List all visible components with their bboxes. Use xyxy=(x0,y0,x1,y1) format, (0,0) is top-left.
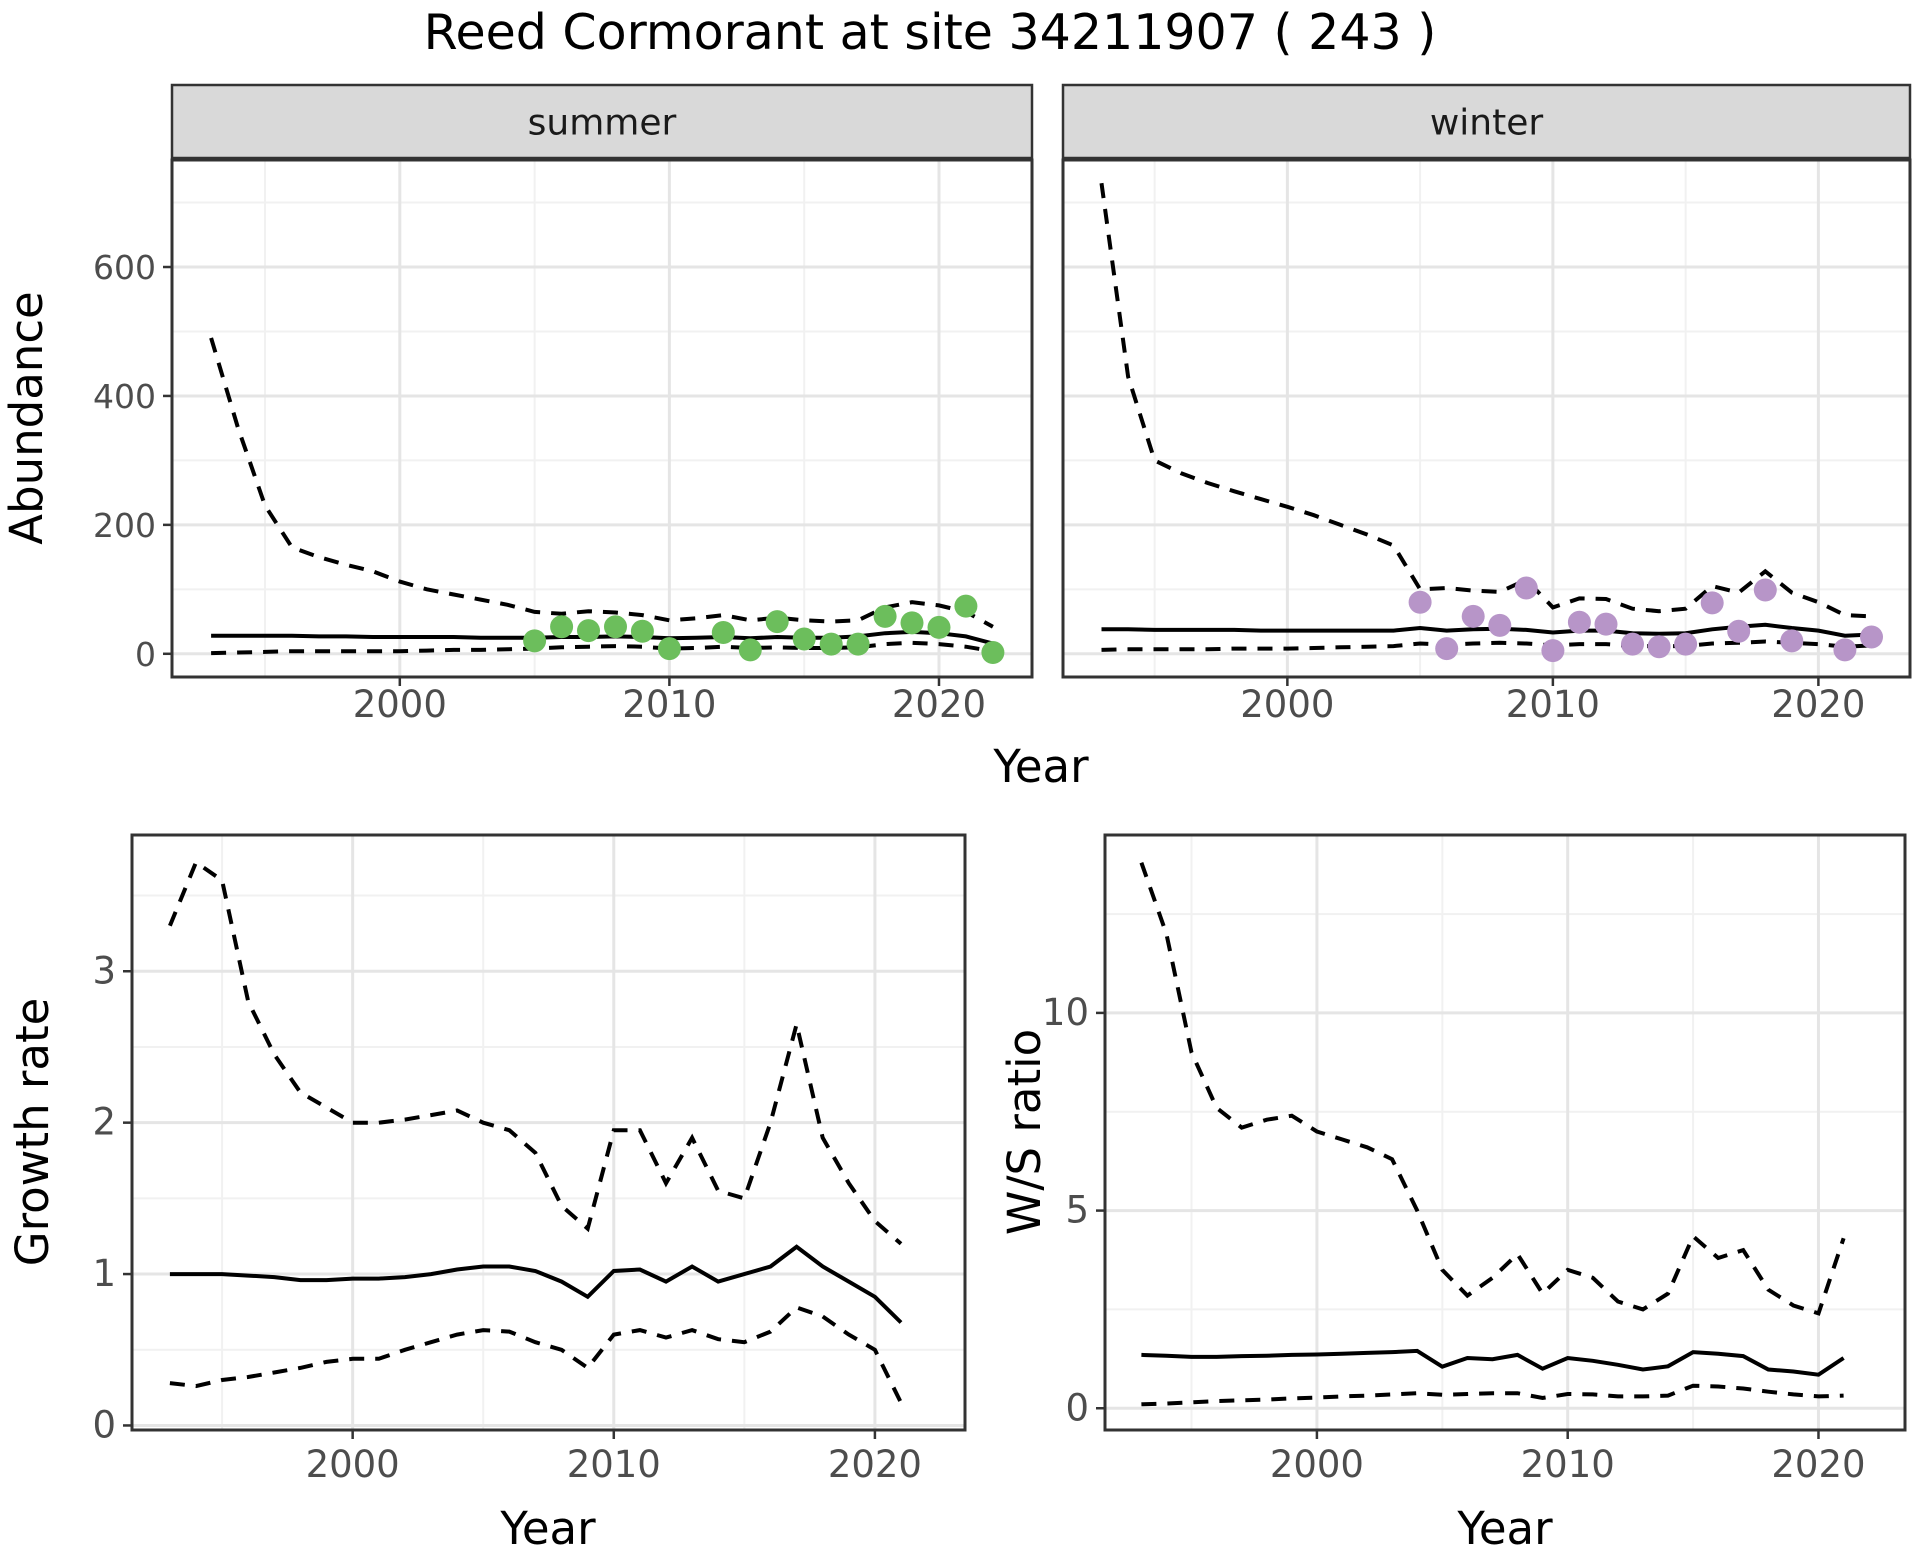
observed-count-point xyxy=(1488,613,1512,637)
y-axis-title: Abundance xyxy=(0,291,53,544)
panel-border xyxy=(170,158,1034,679)
y-tick-label: 400 xyxy=(93,377,156,416)
y-tick-label: 0 xyxy=(135,635,156,674)
y-tick-label: 1 xyxy=(92,1252,116,1295)
observed-count-point xyxy=(927,615,951,639)
facet-strip xyxy=(1061,83,1912,160)
facet-strip xyxy=(170,83,1034,160)
x-tick-label: 2020 xyxy=(892,683,986,726)
upper-ci-line xyxy=(1139,862,1846,1316)
x-tick-label: 2020 xyxy=(1771,1443,1865,1486)
observed-count-point xyxy=(1727,619,1751,643)
upper-ci-line xyxy=(168,859,903,1246)
panel-background xyxy=(172,160,1032,677)
observed-count-point xyxy=(577,619,600,643)
observed-count-point xyxy=(1435,637,1459,661)
x-tick-label: 2000 xyxy=(306,1443,400,1486)
observed-count-point xyxy=(1647,635,1671,659)
y-axis-title: Growth rate xyxy=(6,998,59,1267)
observed-count-point xyxy=(523,629,547,653)
chart-abundance-winter: 2000 2010 2020 winter xyxy=(1061,83,1912,726)
x-tick-label: 2000 xyxy=(353,683,447,726)
chart-abundance-summer: 2000 2010 2020 0 200 400 600 summer Abundance xyxy=(0,83,1034,726)
x-tick-label: 2010 xyxy=(1521,1443,1615,1486)
observed-count-point xyxy=(1408,590,1432,614)
observed-count-point xyxy=(1541,639,1565,663)
observed-count-point xyxy=(846,632,870,656)
median-line xyxy=(1141,1348,1845,1377)
observed-count-point xyxy=(792,627,816,651)
y-tick-label: 3 xyxy=(92,949,116,992)
upper-ci-line xyxy=(1099,182,1872,619)
observed-count-point xyxy=(954,594,978,618)
facet-strip-label: winter xyxy=(1430,103,1544,144)
observed-count-point xyxy=(711,621,735,644)
y-tick-label: 10 xyxy=(1042,991,1089,1034)
chart-title: Reed Cormorant at site 34211907 ( 243 ) xyxy=(423,4,1437,61)
observed-count-point xyxy=(1621,632,1644,656)
observed-count-point xyxy=(657,637,681,661)
x-axis-title: Year xyxy=(499,1502,596,1555)
observed-count-point xyxy=(1567,610,1591,634)
x-tick-label: 2010 xyxy=(1506,683,1600,726)
observed-count-point xyxy=(604,615,627,639)
x-tick-label: 2000 xyxy=(1270,1443,1364,1486)
x-tick-label: 2010 xyxy=(567,1443,661,1486)
panel-background xyxy=(1063,160,1910,677)
observed-count-point xyxy=(900,611,924,635)
facet-strip-label: summer xyxy=(528,103,677,144)
x-tick-label: 2020 xyxy=(1771,683,1865,726)
observed-count-point xyxy=(1700,591,1724,615)
panel-background xyxy=(1105,835,1905,1430)
observed-count-point xyxy=(550,615,574,639)
x-axis-title-top: Year xyxy=(992,740,1089,793)
observed-count-point xyxy=(1833,638,1857,662)
y-tick-label: 0 xyxy=(92,1403,116,1446)
panel-border xyxy=(1103,833,1907,1432)
observed-count-point xyxy=(765,610,789,634)
observed-count-point xyxy=(1674,632,1698,656)
observed-count-point xyxy=(630,619,654,643)
observed-count-point xyxy=(1860,625,1883,649)
y-tick-label: 2 xyxy=(92,1101,116,1144)
y-tick-label: 600 xyxy=(93,248,156,287)
observed-count-point xyxy=(1514,576,1538,600)
x-tick-label: 2000 xyxy=(1240,683,1334,726)
chart-growth-rate: 2000 2010 2020 0 1 2 3 Growth rate Year xyxy=(6,833,967,1555)
observed-count-point xyxy=(1753,578,1777,602)
observed-count-point xyxy=(981,641,1005,664)
observed-count-point xyxy=(819,632,843,656)
panel-background xyxy=(132,835,965,1430)
y-axis-title: W/S ratio xyxy=(998,1029,1051,1235)
observed-count-point xyxy=(738,638,762,662)
chart-ws-ratio: 2000 2010 2020 0 5 10W/S ratio Year xyxy=(998,833,1907,1555)
observed-count-point xyxy=(1461,604,1485,628)
median-line xyxy=(169,1244,903,1324)
observed-count-point xyxy=(1594,612,1618,636)
lower-ci-line xyxy=(169,1305,903,1404)
observed-count-point xyxy=(873,604,897,628)
panel-border xyxy=(1061,158,1912,679)
y-tick-label: 0 xyxy=(1065,1386,1089,1429)
x-tick-label: 2020 xyxy=(828,1443,922,1486)
y-tick-label: 200 xyxy=(93,506,156,545)
x-tick-label: 2010 xyxy=(622,683,716,726)
observed-count-point xyxy=(1780,629,1804,653)
upper-ci-line xyxy=(209,337,994,629)
panel-border xyxy=(130,833,967,1432)
lower-ci-line xyxy=(1141,1383,1844,1407)
x-axis-title: Year xyxy=(1456,1502,1553,1555)
y-tick-label: 5 xyxy=(1065,1189,1089,1232)
